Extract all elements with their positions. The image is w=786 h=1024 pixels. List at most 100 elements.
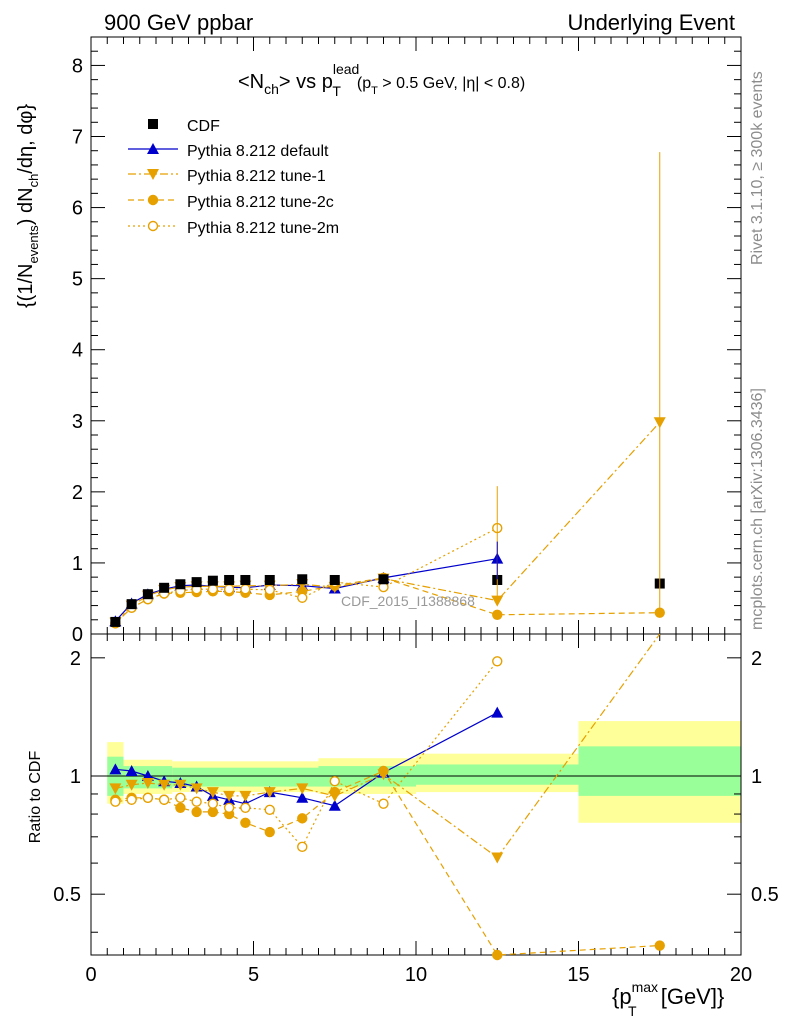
- uncertainty-bands: [107, 721, 741, 823]
- top-point-pythia-8-212-tune-2c: [492, 609, 503, 621]
- top-point-cdf: [329, 574, 340, 585]
- top-y-tick-label: 3: [72, 411, 83, 433]
- top-y-tick-label: 7: [72, 127, 83, 149]
- top-y-tick-label: 0: [72, 624, 83, 646]
- legend-marker-tune-2m: [147, 220, 159, 232]
- legend-label-default: Pythia 8.212 default: [187, 143, 329, 160]
- ratio-y-tick-label-right: 0.5: [751, 884, 779, 906]
- top-y-tick-label: 1: [72, 553, 83, 575]
- ratio-point-pythia-8-212-tune-2m: [191, 796, 202, 807]
- ratio-point-pythia-8-212-tune-2c: [175, 802, 186, 813]
- ratio-y-tick-label-right: 1: [751, 766, 762, 788]
- ratio-point-pythia-8-212-default: [491, 706, 504, 718]
- x-tick-label: 5: [248, 964, 259, 986]
- ratio-y-tick-label-right: 2: [751, 648, 762, 670]
- ratio-point-pythia-8-212-tune-2c: [378, 765, 389, 777]
- legend-label-cdf: CDF: [187, 118, 220, 135]
- top-panel-title: <Nch> vs plead T (pT > 0.5 GeV, |η| < 0.8): [238, 61, 525, 99]
- ratio-point-pythia-8-212-tune-2c: [191, 806, 202, 818]
- top-point-pythia-8-212-tune-2m: [264, 584, 275, 596]
- top-y-tick-label: 4: [72, 340, 83, 362]
- top-line-pythia-8-212-tune-1: [114, 421, 661, 624]
- top-point-cdf: [207, 575, 218, 586]
- ratio-point-pythia-8-212-tune-2m: [223, 802, 235, 813]
- ratio-y-axis-label: Ratio to CDF: [27, 751, 44, 844]
- side-label-top: Rivet 3.1.10, ≥ 300k events: [749, 71, 766, 265]
- top-y-tick-label: 6: [72, 198, 83, 220]
- legend-label-tune-2c: Pythia 8.212 tune-2c: [187, 194, 334, 211]
- top-point-cdf: [110, 616, 121, 627]
- ratio-point-pythia-8-212-tune-1: [491, 852, 504, 864]
- ratio-point-pythia-8-212-tune-2m: [175, 792, 186, 804]
- ratio-point-pythia-8-212-tune-1: [223, 790, 236, 802]
- top-point-cdf: [142, 589, 153, 600]
- ratio-point-pythia-8-212-default: [109, 763, 122, 775]
- ratio-point-pythia-8-212-tune-2m: [492, 656, 503, 667]
- ratio-point-pythia-8-212-default: [328, 799, 341, 811]
- ratio-point-pythia-8-212-tune-2m: [110, 796, 121, 807]
- ratio-point-pythia-8-212-tune-2m: [126, 794, 137, 805]
- top-point-cdf: [297, 574, 308, 585]
- x-axis-label: {pmax T [GeV]}: [612, 979, 724, 1019]
- ratio-point-pythia-8-212-tune-1: [296, 783, 309, 795]
- legend-label-tune-1: Pythia 8.212 tune-1: [187, 168, 326, 185]
- ratio-line-pythia-8-212-tune-2c: [115, 770, 660, 956]
- x-tick-label: 20: [730, 964, 752, 986]
- header-left: 900 GeV ppbar: [104, 10, 253, 35]
- top-point-cdf: [126, 599, 137, 610]
- ratio-point-pythia-8-212-tune-1: [158, 779, 171, 791]
- ratio-point-pythia-8-212-default: [296, 791, 309, 803]
- ratio-point-pythia-8-212-tune-2m: [264, 804, 275, 816]
- top-point-cdf: [159, 582, 170, 593]
- ratio-point-pythia-8-212-tune-2c: [264, 826, 275, 838]
- ratio-point-pythia-8-212-tune-2m: [378, 798, 389, 809]
- top-y-tick-label: 8: [72, 55, 83, 77]
- top-y-axis-label: {(1/Nevents) dNch/dη, dφ}: [15, 104, 41, 308]
- band-green-7: [578, 746, 741, 796]
- top-point-pythia-8-212-tune-2m: [223, 584, 235, 595]
- ratio-point-pythia-8-212-tune-1: [263, 787, 276, 799]
- top-line-pythia-8-212-tune-2m: [114, 527, 498, 624]
- ratio-point-pythia-8-212-tune-2m: [240, 802, 251, 813]
- ratio-point-pythia-8-212-tune-2m: [297, 841, 308, 853]
- legend-label-tune-2m: Pythia 8.212 tune-2m: [187, 220, 339, 237]
- legend: CDF Pythia 8.212 default Pythia 8.212 tu…: [128, 118, 339, 237]
- top-point-pythia-8-212-tune-2m: [297, 592, 308, 603]
- ratio-point-pythia-8-212-tune-1: [206, 787, 219, 799]
- ratio-point-pythia-8-212-tune-1: [109, 783, 122, 795]
- top-point-cdf: [224, 574, 235, 585]
- top-point-pythia-8-212-tune-2m: [240, 584, 251, 595]
- ratio-point-pythia-8-212-default: [125, 764, 138, 776]
- top-y-tick-label: 2: [72, 482, 83, 504]
- x-tick-label: 0: [85, 964, 96, 986]
- top-point-cdf: [264, 574, 275, 585]
- ratio-point-pythia-8-212-tune-2c: [297, 813, 308, 824]
- ratio-point-pythia-8-212-tune-1: [141, 777, 154, 789]
- ratio-point-pythia-8-212-tune-2m: [142, 792, 154, 804]
- ratio-point-pythia-8-212-tune-2m: [207, 798, 219, 809]
- legend-marker-default: [147, 143, 159, 154]
- ratio-line-pythia-8-212-tune-1: [115, 633, 661, 859]
- legend-marker-tune-1: [147, 169, 159, 180]
- legend-marker-tune-2c: [147, 194, 159, 206]
- top-point-cdf: [191, 577, 202, 588]
- ratio-point-pythia-8-212-tune-2c: [492, 949, 503, 961]
- top-point-cdf: [240, 574, 251, 585]
- ratio-y-tick-label: 1: [70, 766, 81, 788]
- ratio-point-pythia-8-212-tune-2m: [329, 776, 340, 787]
- band-green-6: [416, 764, 579, 785]
- side-label-bottom: mcplots.cern.ch [arXiv:1306.3436]: [749, 388, 766, 630]
- legend-marker-cdf: [148, 119, 158, 129]
- top-y-tick-label: 5: [72, 269, 83, 291]
- x-tick-label: 15: [567, 964, 589, 986]
- x-tick-label: 10: [405, 964, 427, 986]
- watermark: CDF_2015_I1388868: [341, 593, 475, 609]
- ratio-point-pythia-8-212-tune-2c: [654, 940, 665, 951]
- top-point-cdf: [378, 574, 389, 585]
- ratio-point-pythia-8-212-tune-1: [174, 779, 187, 791]
- top-point-pythia-8-212-tune-1: [491, 595, 504, 607]
- ratio-point-pythia-8-212-tune-2c: [329, 786, 340, 798]
- ratio-point-pythia-8-212-tune-2m: [158, 794, 170, 805]
